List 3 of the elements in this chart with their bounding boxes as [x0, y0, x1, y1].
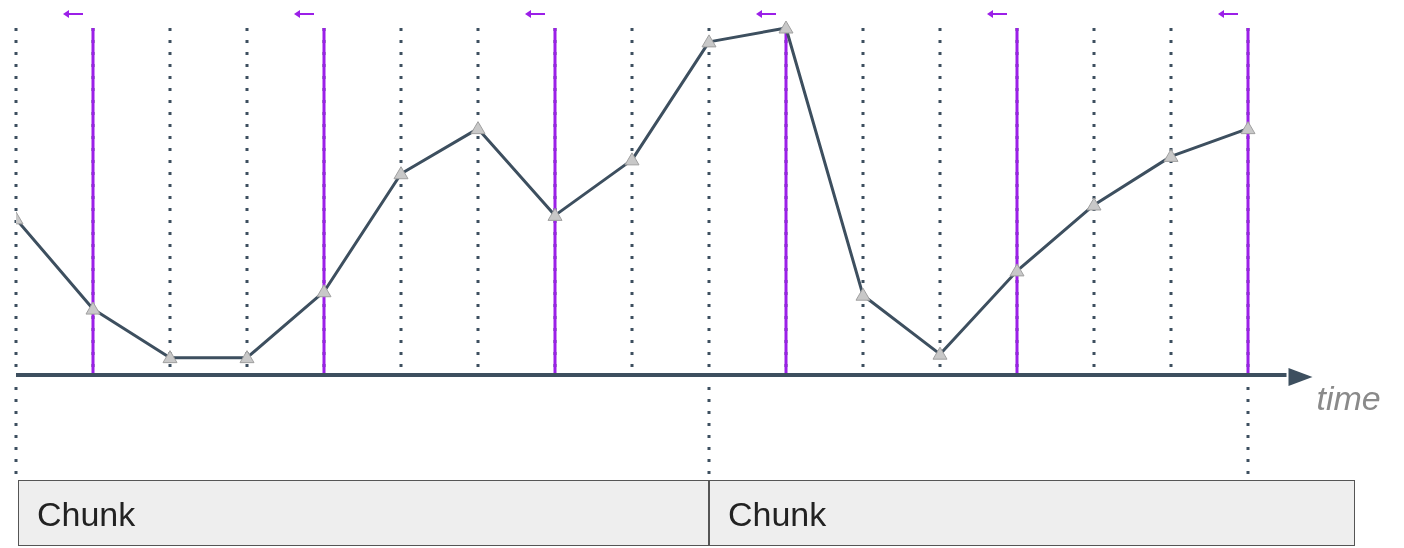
x-axis-title: time — [1316, 379, 1381, 418]
text: Chunk — [709, 480, 1355, 546]
text: Chunk — [18, 480, 709, 546]
